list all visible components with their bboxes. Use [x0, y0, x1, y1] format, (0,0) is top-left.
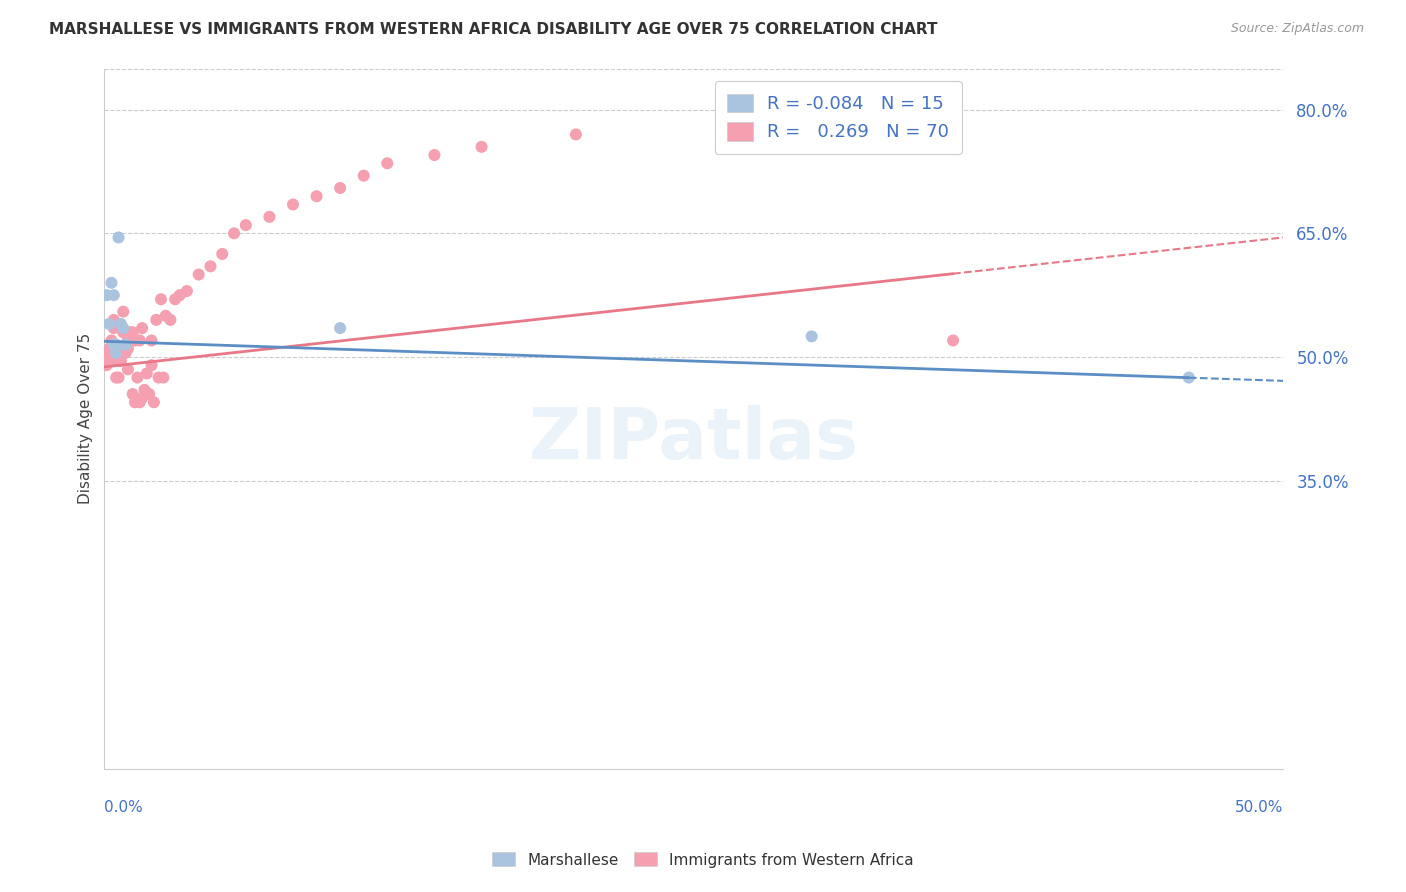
Point [211, 247, 233, 261]
Point [120, 334, 142, 348]
Point [100, 346, 122, 360]
Point [103, 288, 125, 302]
Point [103, 337, 125, 351]
Point [222, 227, 245, 241]
Point [114, 346, 136, 360]
Point [114, 337, 136, 351]
Point [110, 354, 132, 368]
Point [121, 387, 143, 401]
Point [145, 313, 167, 327]
Point [128, 395, 150, 409]
Point [134, 383, 156, 397]
Point [112, 321, 135, 335]
Point [200, 260, 222, 274]
Point [100, 350, 122, 364]
Point [105, 370, 128, 384]
Point [98, 317, 121, 331]
Point [138, 387, 160, 401]
Point [96, 288, 118, 302]
Point [423, 148, 446, 162]
Point [329, 321, 352, 335]
Point [159, 313, 181, 327]
Y-axis label: Disability Age Over 75: Disability Age Over 75 [79, 333, 93, 504]
Point [305, 189, 328, 203]
Point [120, 325, 142, 339]
Point [127, 370, 149, 384]
Point [117, 362, 139, 376]
Point [148, 370, 170, 384]
Point [149, 293, 172, 307]
Point [281, 197, 304, 211]
Point [98, 342, 121, 356]
Point [103, 313, 125, 327]
Point [329, 181, 352, 195]
Point [105, 342, 128, 356]
Point [176, 284, 198, 298]
Point [800, 329, 823, 343]
Point [107, 370, 129, 384]
Point [112, 304, 135, 318]
Point [259, 210, 281, 224]
Point [117, 342, 139, 356]
Point [121, 325, 143, 339]
Point [565, 128, 588, 142]
Point [471, 140, 494, 154]
Text: MARSHALLESE VS IMMIGRANTS FROM WESTERN AFRICA DISABILITY AGE OVER 75 CORRELATION: MARSHALLESE VS IMMIGRANTS FROM WESTERN A… [49, 22, 938, 37]
Text: Source: ZipAtlas.com: Source: ZipAtlas.com [1230, 22, 1364, 36]
Point [107, 346, 129, 360]
Point [107, 230, 129, 244]
Point [114, 337, 136, 351]
Text: 50.0%: 50.0% [1234, 799, 1284, 814]
Text: ZIPatlas: ZIPatlas [529, 405, 859, 475]
Point [165, 293, 187, 307]
Point [110, 317, 132, 331]
Point [169, 288, 191, 302]
Point [105, 342, 128, 356]
Point [1178, 370, 1201, 384]
Point [96, 350, 118, 364]
Point [103, 321, 125, 335]
Legend: R = -0.084   N = 15, R =   0.269   N = 70: R = -0.084 N = 15, R = 0.269 N = 70 [714, 81, 962, 154]
Point [117, 334, 139, 348]
Point [100, 276, 122, 290]
Point [105, 346, 128, 360]
Point [128, 334, 150, 348]
Point [110, 346, 132, 360]
Point [96, 358, 118, 372]
Point [141, 358, 163, 372]
Point [112, 325, 135, 339]
Point [107, 342, 129, 356]
Point [124, 395, 146, 409]
Text: 0.0%: 0.0% [104, 799, 143, 814]
Point [131, 391, 153, 405]
Point [131, 321, 153, 335]
Point [942, 334, 965, 348]
Legend: Marshallese, Immigrants from Western Africa: Marshallese, Immigrants from Western Afr… [486, 847, 920, 873]
Point [375, 156, 398, 170]
Point [98, 350, 121, 364]
Point [152, 370, 174, 384]
Point [124, 334, 146, 348]
Point [142, 395, 165, 409]
Point [105, 354, 128, 368]
Point [155, 309, 177, 323]
Point [110, 346, 132, 360]
Point [141, 334, 163, 348]
Point [105, 337, 128, 351]
Point [135, 367, 157, 381]
Point [105, 350, 128, 364]
Point [100, 334, 122, 348]
Point [114, 342, 136, 356]
Point [98, 354, 121, 368]
Point [187, 268, 209, 282]
Point [103, 337, 125, 351]
Point [235, 218, 257, 232]
Point [353, 169, 375, 183]
